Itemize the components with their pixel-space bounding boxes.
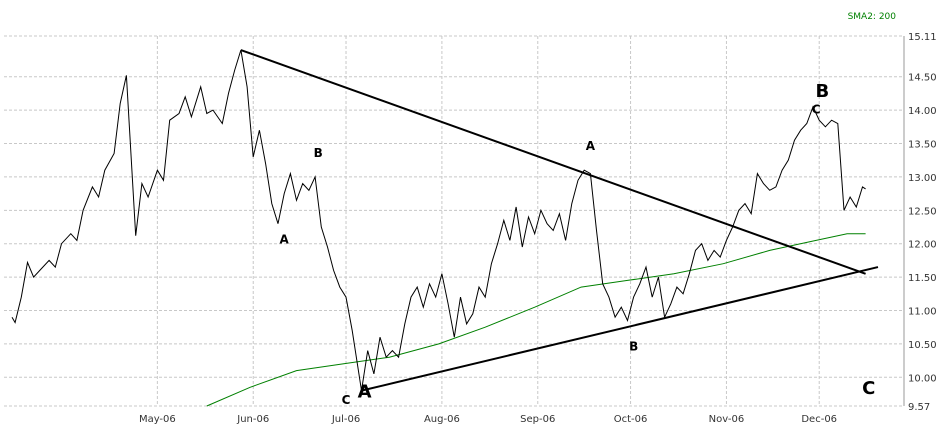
x-axis: Mar-06May-06Jun-06Jul-06Aug-06Sep-06Oct-… [139, 414, 837, 425]
wave-label-a: A [280, 233, 290, 247]
x-tick-label: May-06 [139, 414, 176, 425]
price-line [11, 49, 866, 391]
x-tick-label: Aug-06 [424, 414, 460, 425]
wave-label-c: C [342, 393, 351, 407]
x-tick-label: Nov-06 [709, 414, 745, 425]
y-tick-label: 15.11 [908, 32, 937, 43]
y-tick-label: 14.00 [908, 106, 937, 117]
wave-label-b: B [314, 146, 323, 160]
wave-label-b: B [815, 81, 829, 102]
x-tick-label: Sep-06 [520, 414, 555, 425]
y-tick-label: 13.00 [908, 173, 937, 184]
trendlines [240, 49, 879, 392]
lower-trendline [361, 266, 879, 392]
y-tick-label: 9.57 [908, 402, 930, 413]
y-tick-label: 12.00 [908, 240, 937, 251]
y-tick-label: 14.50 [908, 73, 937, 84]
x-tick-label: Jun-06 [236, 414, 269, 425]
y-tick-label: 12.50 [908, 206, 937, 217]
sma-layer [206, 233, 866, 407]
x-tick-label: Oct-06 [614, 414, 648, 425]
wave-label-a: A [586, 139, 596, 153]
y-tick-label: 10.00 [908, 373, 937, 384]
y-axis: 9.57 10.00 10.50 11.00 11.50 12.00 12.50 13.00 1… [903, 32, 937, 413]
legend-sma-label: SMA2: 200 [848, 12, 897, 22]
grid [4, 35, 904, 407]
y-tick-label: 11.00 [908, 306, 937, 317]
wave-label-b: B [629, 340, 638, 354]
price-layer [11, 49, 866, 391]
wave-label-c: C [812, 102, 821, 116]
x-tick-label: Jul-06 [331, 414, 360, 425]
wave-label-a: A [358, 381, 372, 402]
x-tick-label: Dec-06 [801, 414, 837, 425]
y-tick-label: 10.50 [908, 340, 937, 351]
upper-trendline [240, 49, 866, 275]
wave-label-c: C [862, 378, 875, 399]
sma-200-line [206, 233, 866, 407]
y-tick-label: 11.50 [908, 273, 937, 284]
y-tick-label: 13.50 [908, 140, 937, 151]
